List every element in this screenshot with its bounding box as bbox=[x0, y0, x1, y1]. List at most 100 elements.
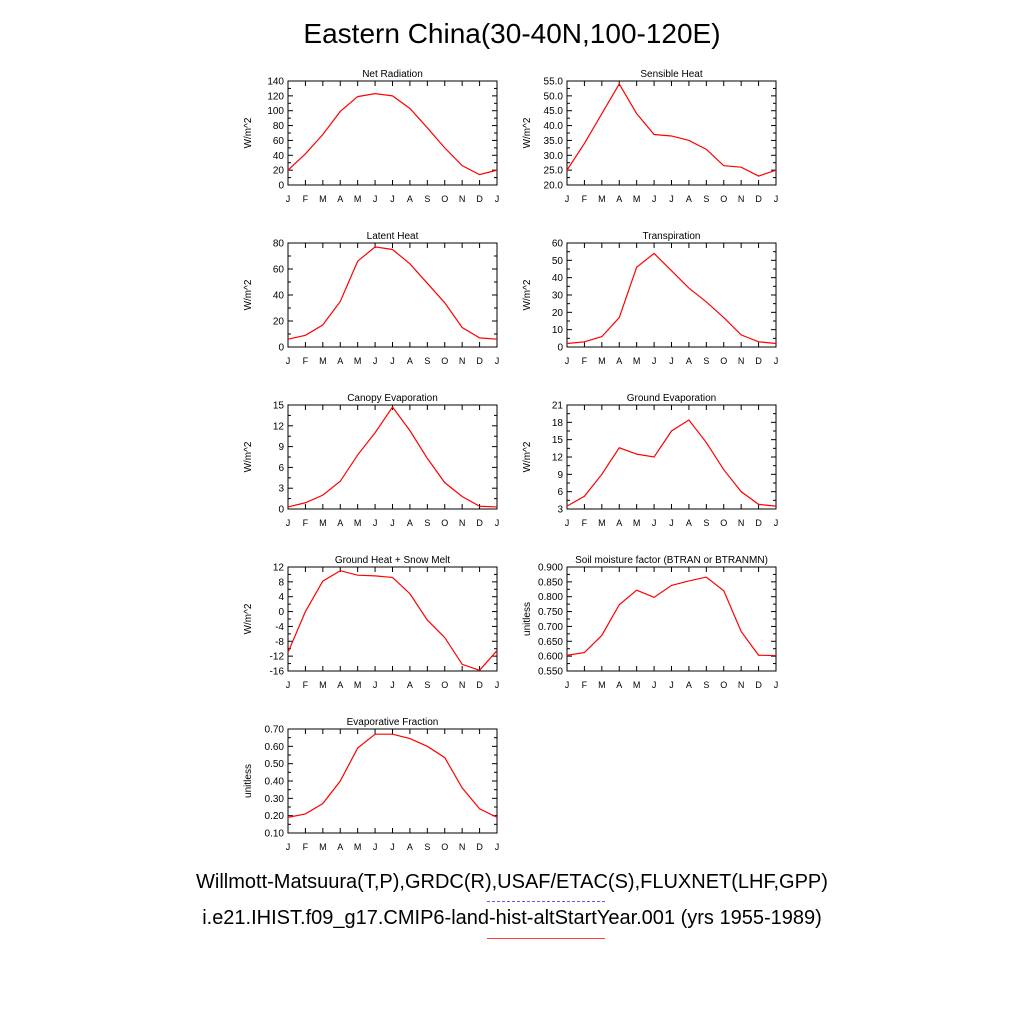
x-tick-label: F bbox=[582, 194, 588, 204]
x-tick-label: J bbox=[565, 194, 570, 204]
y-tick-label: 45.0 bbox=[544, 106, 564, 117]
y-tick-label: 0.70 bbox=[265, 725, 285, 736]
x-tick-label: N bbox=[459, 842, 466, 852]
x-tick-label: J bbox=[390, 842, 395, 852]
panel-title: Sensible Heat bbox=[640, 69, 702, 80]
x-tick-label: O bbox=[720, 680, 727, 690]
x-tick-label: N bbox=[738, 356, 745, 366]
plot-frame bbox=[566, 242, 777, 348]
x-tick-label: S bbox=[424, 842, 430, 852]
x-tick-label: N bbox=[738, 194, 745, 204]
x-tick-label: D bbox=[755, 518, 762, 528]
y-tick-label: 12 bbox=[273, 421, 285, 432]
x-tick-label: M bbox=[319, 356, 327, 366]
y-tick-label: 0 bbox=[278, 181, 284, 192]
y-axis-label: W/m^2 bbox=[522, 279, 533, 310]
panel-title: Soil moisture factor (BTRAN or BTRANMN) bbox=[575, 555, 768, 566]
series-line bbox=[566, 82, 777, 177]
x-tick-label: A bbox=[616, 680, 622, 690]
panel-8: Soil moisture factor (BTRAN or BTRANMN) u… bbox=[522, 555, 778, 690]
x-tick-label: O bbox=[720, 356, 727, 366]
x-tick-label: J bbox=[652, 518, 657, 528]
x-tick-label: A bbox=[337, 680, 343, 690]
panel-title: Ground Heat + Snow Melt bbox=[335, 555, 451, 566]
x-tick-label: M bbox=[354, 356, 362, 366]
x-tick-label: A bbox=[407, 680, 413, 690]
x-tick-label: J bbox=[652, 194, 657, 204]
x-tick-label: O bbox=[441, 842, 448, 852]
x-tick-label: F bbox=[582, 356, 588, 366]
x-tick-label: J bbox=[774, 356, 779, 366]
x-tick-label: O bbox=[441, 518, 448, 528]
y-tick-label: 140 bbox=[267, 77, 284, 88]
y-tick-label: 60 bbox=[273, 136, 285, 147]
x-tick-label: J bbox=[669, 194, 674, 204]
y-tick-label: -12 bbox=[270, 652, 285, 663]
x-tick-label: A bbox=[616, 518, 622, 528]
x-tick-label: N bbox=[738, 680, 745, 690]
x-tick-label: F bbox=[582, 680, 588, 690]
x-tick-label: F bbox=[582, 518, 588, 528]
y-tick-label: 30.0 bbox=[544, 151, 564, 162]
panel-title: Ground Evaporation bbox=[627, 393, 717, 404]
y-tick-label: 40 bbox=[552, 273, 564, 284]
x-tick-label: J bbox=[495, 842, 500, 852]
y-tick-label: 3 bbox=[278, 484, 284, 495]
y-tick-label: 100 bbox=[267, 106, 284, 117]
x-tick-label: J bbox=[669, 518, 674, 528]
y-tick-label: 0.60 bbox=[265, 742, 285, 753]
y-tick-label: 0.700 bbox=[538, 622, 563, 633]
x-tick-label: M bbox=[354, 680, 362, 690]
x-tick-label: N bbox=[738, 518, 745, 528]
y-tick-label: 15 bbox=[273, 401, 285, 412]
x-tick-label: M bbox=[633, 194, 641, 204]
x-tick-label: S bbox=[703, 356, 709, 366]
x-tick-label: J bbox=[373, 356, 378, 366]
x-tick-label: M bbox=[598, 518, 606, 528]
y-tick-label: 4 bbox=[278, 592, 284, 603]
y-tick-label: 0.850 bbox=[538, 577, 563, 588]
x-tick-label: A bbox=[616, 356, 622, 366]
x-tick-label: D bbox=[755, 680, 762, 690]
y-axis-label: W/m^2 bbox=[243, 279, 254, 310]
y-tick-label: 40 bbox=[273, 291, 285, 302]
x-tick-label: J bbox=[565, 518, 570, 528]
x-tick-label: O bbox=[441, 680, 448, 690]
y-tick-label: -8 bbox=[275, 637, 284, 648]
legend-obs-label: Willmott-Matsuura(T,P),GRDC(R),USAF/ETAC… bbox=[196, 871, 828, 893]
x-tick-label: O bbox=[441, 356, 448, 366]
y-tick-label: 9 bbox=[557, 470, 563, 481]
figure-title: Eastern China(30-40N,100-120E) bbox=[303, 18, 721, 49]
x-tick-label: A bbox=[686, 680, 692, 690]
y-tick-label: 35.0 bbox=[544, 136, 564, 147]
x-tick-label: A bbox=[407, 842, 413, 852]
x-tick-label: N bbox=[459, 518, 466, 528]
x-tick-label: A bbox=[337, 194, 343, 204]
y-tick-label: 6 bbox=[557, 487, 563, 498]
x-tick-label: J bbox=[390, 680, 395, 690]
y-tick-label: 10 bbox=[552, 325, 564, 336]
x-tick-label: S bbox=[424, 194, 430, 204]
y-tick-label: 0.20 bbox=[265, 811, 285, 822]
y-tick-label: 0.750 bbox=[538, 607, 563, 618]
x-tick-label: D bbox=[755, 194, 762, 204]
y-tick-label: 60 bbox=[273, 265, 285, 276]
x-tick-label: M bbox=[633, 518, 641, 528]
x-tick-label: D bbox=[476, 680, 483, 690]
x-tick-label: A bbox=[407, 194, 413, 204]
x-tick-label: A bbox=[407, 518, 413, 528]
x-tick-label: A bbox=[407, 356, 413, 366]
y-tick-label: 0.800 bbox=[538, 592, 563, 603]
y-tick-label: 0 bbox=[278, 343, 284, 354]
y-axis-label: W/m^2 bbox=[522, 441, 533, 472]
series-line bbox=[287, 246, 498, 340]
plot-frame bbox=[287, 404, 498, 510]
y-tick-label: 60 bbox=[552, 239, 564, 250]
x-tick-label: N bbox=[459, 680, 466, 690]
